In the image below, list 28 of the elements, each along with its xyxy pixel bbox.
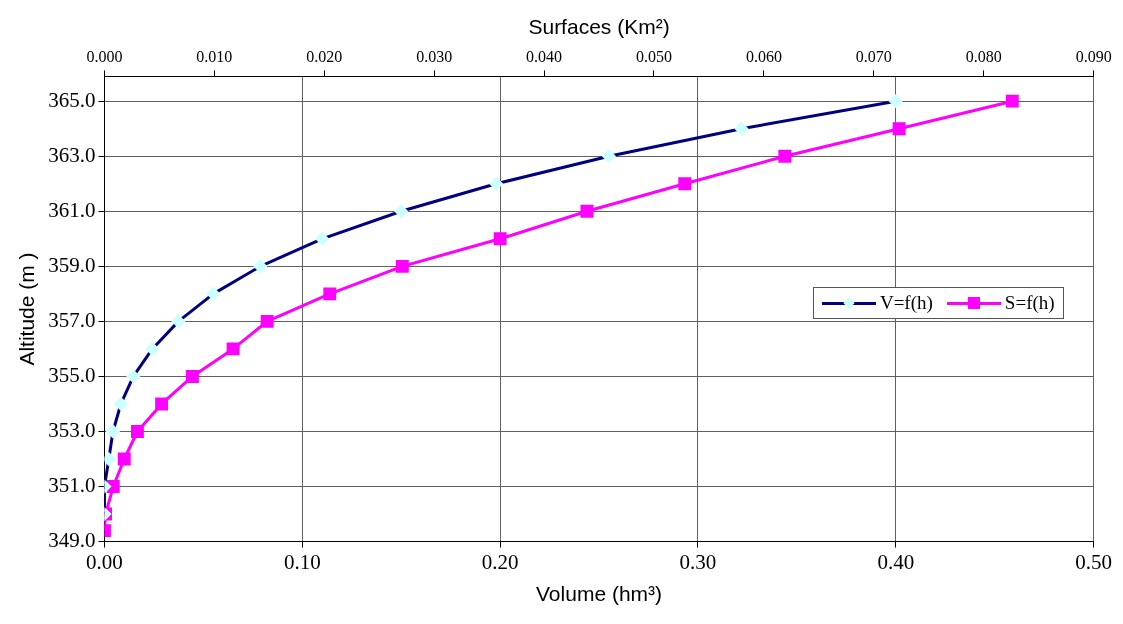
x2-tick-label: 0.000 [86, 48, 123, 65]
x2-tick-label: 0.060 [745, 48, 782, 65]
x2-tick-label: 0.020 [306, 48, 343, 65]
y-axis-title: Altitude (m ) [15, 252, 39, 366]
y-tick-label: 361.0 [48, 197, 96, 222]
x-tick-label: 0.20 [481, 549, 519, 574]
x2-tick-label: 0.070 [855, 48, 892, 65]
legend-label: S=f(h) [1004, 292, 1055, 314]
x2-tick-label: 0.050 [635, 48, 672, 65]
y-tick-label: 351.0 [48, 473, 96, 498]
x-axis-title: Volume (hm³) [536, 582, 663, 606]
y-tick-label: 363.0 [48, 142, 96, 167]
y-tick-label: 357.0 [48, 307, 96, 332]
x-tick-label: 0.30 [679, 549, 717, 574]
x-tick-label: 0.50 [1075, 549, 1112, 574]
x2-axis-title: Surfaces (Km²) [528, 15, 670, 39]
y-tick-label: 365.0 [48, 87, 96, 112]
y-tick-label: 355.0 [48, 362, 96, 387]
x2-tick-label: 0.090 [1075, 48, 1112, 65]
x2-tick-label: 0.040 [526, 48, 563, 65]
x2-tick-label: 0.080 [965, 48, 1002, 65]
x-tick-label: 0.10 [283, 549, 321, 574]
x-tick-label: 0.40 [877, 549, 915, 574]
y-tick-label: 353.0 [48, 418, 96, 443]
legend-label: V=f(h) [879, 292, 933, 314]
x2-tick-label: 0.030 [416, 48, 453, 65]
x2-tick-label: 0.010 [196, 48, 233, 65]
y-tick-label: 359.0 [48, 252, 96, 277]
